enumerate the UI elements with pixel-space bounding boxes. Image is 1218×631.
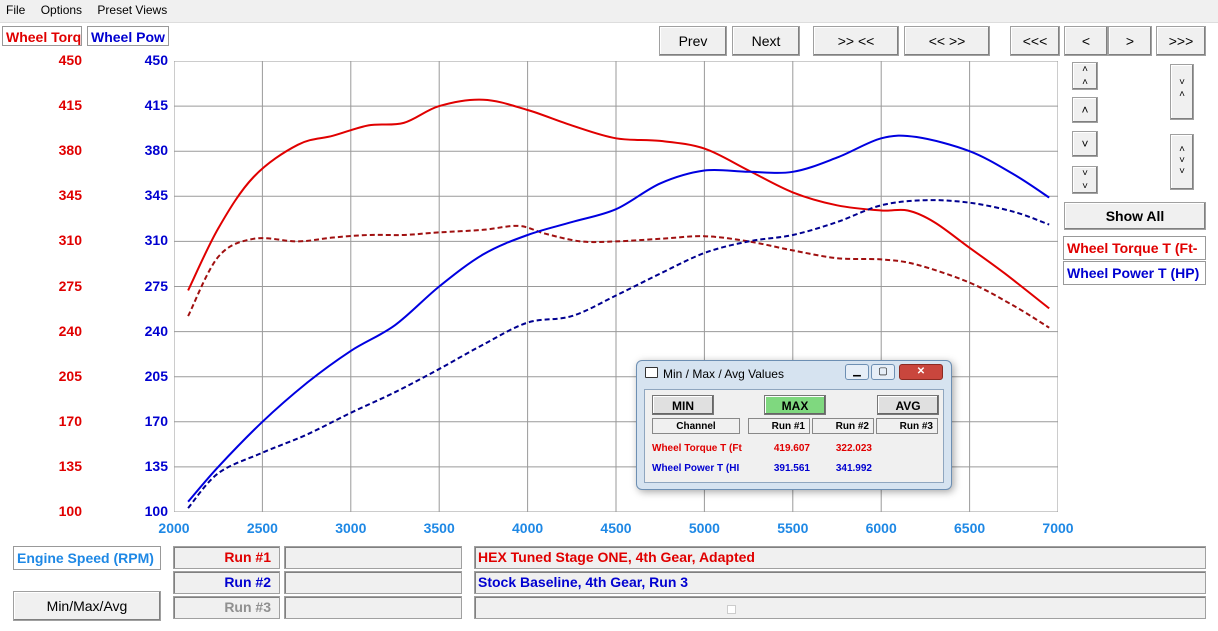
range-expand-button[interactable]: ˄ ˅ ˅ — [1170, 134, 1194, 190]
torque-tick-label: 100 — [58, 503, 82, 519]
torque-tick-label: 135 — [58, 457, 82, 474]
torque-axis-header[interactable]: Wheel Torq — [2, 26, 82, 46]
run-3-extra[interactable] — [284, 596, 462, 619]
run-1-label[interactable]: Run #1 — [173, 546, 280, 569]
show-all-button[interactable]: Show All — [1064, 202, 1206, 230]
x-channel-label[interactable]: Engine Speed (RPM) — [13, 546, 161, 570]
power-tick-label: 100 — [144, 503, 168, 519]
rpm-tick-label: 4000 — [512, 520, 544, 536]
row-power-run2: 341.992 — [835, 463, 872, 474]
series-line-2 — [187, 134, 1050, 503]
run-2-extra[interactable] — [284, 571, 462, 594]
menu-options[interactable]: Options — [40, 3, 83, 17]
power-tick-label: 450 — [144, 52, 168, 68]
row-torque-channel: Wheel Torque T (Ft — [652, 443, 742, 454]
rpm-tick-label: 5000 — [688, 520, 720, 536]
rpm-tick-label: 3500 — [423, 520, 455, 536]
run-1-description[interactable]: HEX Tuned Stage ONE, 4th Gear, Adapted — [474, 546, 1206, 569]
scale-down-fast-button[interactable]: ˅ ˅ — [1072, 166, 1098, 194]
min-button[interactable]: MIN — [652, 395, 714, 415]
row-power-run1: 391.561 — [773, 463, 810, 474]
torque-tick-label: 275 — [58, 277, 82, 294]
cursor-marker — [727, 605, 736, 614]
zoom-out-button[interactable]: << >> — [904, 26, 990, 56]
power-tick-label: 135 — [144, 457, 168, 474]
rpm-tick-label: 6500 — [954, 520, 986, 536]
close-button[interactable]: ✕ — [899, 364, 943, 380]
run-2-description[interactable]: Stock Baseline, 4th Gear, Run 3 — [474, 571, 1206, 594]
torque-tick-label: 205 — [58, 367, 82, 384]
run-1-extra[interactable] — [284, 546, 462, 569]
series-line-3 — [187, 199, 1050, 509]
torque-tick-label: 240 — [58, 322, 82, 339]
next-button[interactable]: Next — [732, 26, 800, 56]
col-run-3[interactable]: Run #3 — [876, 418, 938, 434]
scale-down-button[interactable]: ˅ — [1072, 131, 1098, 157]
minimize-button[interactable]: ▁ — [845, 364, 869, 380]
run-3-label[interactable]: Run #3 — [173, 596, 280, 619]
scale-up-button[interactable]: ˄ — [1072, 97, 1098, 123]
min-max-avg-dialog: Min / Max / Avg Values ▁ ▢ ✕ MIN MAX AVG… — [636, 360, 952, 490]
torque-tick-label: 310 — [58, 232, 82, 249]
torque-tick-label: 415 — [58, 97, 82, 114]
rpm-tick-label: 5500 — [777, 520, 809, 536]
run-2-label[interactable]: Run #2 — [173, 571, 280, 594]
dialog-title: Min / Max / Avg Values — [663, 367, 784, 381]
rpm-tick-label: 2500 — [246, 520, 278, 536]
menu-bar: File Options Preset Views — [0, 0, 1218, 23]
rpm-tick-label: 2000 — [158, 520, 190, 536]
avg-button[interactable]: AVG — [877, 395, 939, 415]
power-tick-label: 240 — [144, 322, 168, 339]
col-run-1[interactable]: Run #1 — [748, 418, 810, 434]
zoom-in-button[interactable]: >> << — [813, 26, 899, 56]
power-tick-label: 310 — [144, 232, 168, 249]
rpm-tick-label: 3000 — [335, 520, 367, 536]
menu-preset-views[interactable]: Preset Views — [97, 3, 168, 17]
menu-file[interactable]: File — [6, 3, 26, 17]
range-shrink-button[interactable]: ˅ ˄ — [1170, 64, 1194, 120]
rpm-tick-label: 7000 — [1042, 520, 1074, 536]
series-line-0 — [187, 98, 1050, 310]
scale-up-fast-button[interactable]: ˄ ˄ — [1072, 62, 1098, 90]
col-run-2[interactable]: Run #2 — [812, 418, 874, 434]
shift-left-button[interactable]: <<< — [1010, 26, 1060, 56]
row-torque-run1: 419.607 — [773, 443, 810, 454]
max-button[interactable]: MAX — [764, 395, 826, 415]
power-tick-label: 205 — [144, 367, 168, 384]
power-tick-label: 275 — [144, 277, 168, 294]
torque-tick-label: 170 — [58, 412, 82, 429]
shift-right-button[interactable]: >>> — [1156, 26, 1206, 56]
power-tick-label: 170 — [144, 412, 168, 429]
right-button[interactable]: > — [1108, 26, 1152, 56]
min-max-avg-button[interactable]: Min/Max/Avg — [13, 591, 161, 621]
rpm-tick-label: 6000 — [865, 520, 897, 536]
row-power-channel: Wheel Power T (HI — [652, 463, 740, 474]
power-axis-header[interactable]: Wheel Pow — [87, 26, 169, 46]
row-torque-run2: 322.023 — [835, 443, 872, 454]
power-tick-label: 345 — [144, 187, 168, 204]
dialog-body: MIN MAX AVG Channel Run #1 Run #2 Run #3… — [644, 389, 944, 483]
prev-button[interactable]: Prev — [659, 26, 727, 56]
col-channel[interactable]: Channel — [652, 418, 740, 434]
power-tick-label: 415 — [144, 97, 168, 114]
torque-tick-label: 380 — [58, 142, 82, 159]
channel-power[interactable]: Wheel Power T (HP) — [1063, 261, 1206, 285]
run-3-description[interactable] — [474, 596, 1206, 619]
channel-torque[interactable]: Wheel Torque T (Ft- — [1063, 236, 1206, 260]
left-button[interactable]: < — [1064, 26, 1108, 56]
power-tick-label: 380 — [144, 142, 168, 159]
torque-tick-label: 450 — [58, 52, 82, 68]
restore-button[interactable]: ▢ — [871, 364, 895, 380]
torque-tick-label: 345 — [58, 187, 82, 204]
window-icon — [645, 367, 658, 378]
rpm-tick-label: 4500 — [600, 520, 632, 536]
